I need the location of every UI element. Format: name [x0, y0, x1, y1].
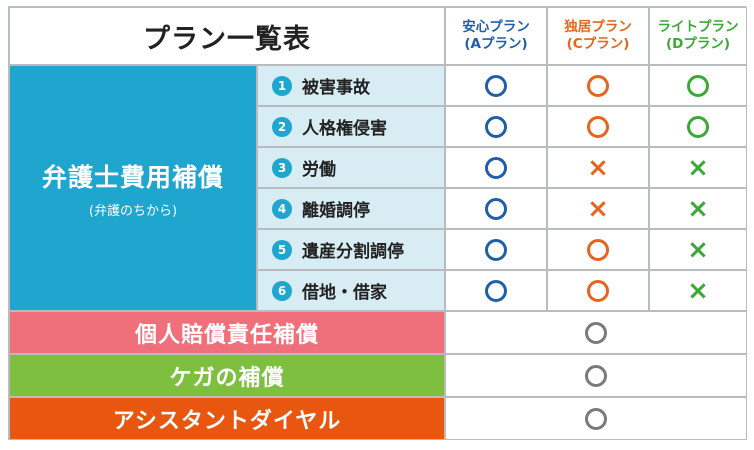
plan-mark-cell: ×	[547, 188, 649, 229]
plan-c-code: (Cプラン)	[566, 36, 630, 52]
covered-circle-icon	[485, 238, 507, 261]
item-number-badge: 2	[272, 116, 292, 137]
covered-circle-icon	[587, 279, 609, 302]
item-number-badge: 4	[272, 198, 292, 219]
plan-mark-cell	[547, 65, 649, 106]
plan-mark-cell: ×	[649, 147, 747, 188]
covered-circle-icon	[485, 115, 507, 138]
item-label: 労働	[302, 160, 336, 180]
plan-mark-cell	[445, 229, 547, 270]
coverage-item: 3 労働	[257, 147, 445, 188]
plan-mark-cell	[445, 65, 547, 106]
item-number-badge: 6	[272, 280, 292, 301]
page-title: プラン一覧表	[9, 7, 445, 65]
item-number-badge: 1	[272, 75, 292, 96]
item-label: 人格権侵害	[302, 119, 387, 139]
covered-circle-icon	[485, 156, 507, 179]
plan-mark-cell	[547, 106, 649, 147]
plan-c-name: 独居プラン	[564, 19, 632, 35]
covered-circle-icon	[587, 238, 609, 261]
plan-mark-cell: ×	[649, 270, 747, 311]
coverage-band-label: ケガの補償	[9, 354, 445, 397]
coverage-item: 1 被害事故	[257, 65, 445, 106]
coverage-item: 4 離婚調停	[257, 188, 445, 229]
category-subtitle: (弁護のちから)	[88, 203, 178, 219]
category-title: 弁護士費用補償	[41, 162, 224, 192]
coverage-item: 5 遺産分割調停	[257, 229, 445, 270]
coverage-band-label: 個人賠償責任補償	[9, 311, 445, 354]
not-covered-cross-icon: ×	[687, 193, 709, 224]
covered-circle-icon	[585, 407, 607, 430]
item-label: 遺産分割調停	[302, 242, 404, 262]
not-covered-cross-icon: ×	[687, 234, 709, 265]
covered-circle-icon	[587, 74, 609, 97]
covered-circle-icon	[485, 279, 507, 302]
not-covered-cross-icon: ×	[687, 275, 709, 306]
plan-mark-cell	[649, 106, 747, 147]
all-plans-mark-cell	[445, 311, 747, 354]
not-covered-cross-icon: ×	[587, 193, 609, 224]
coverage-band-label: アシスタントダイヤル	[9, 397, 445, 440]
coverage-item: 2 人格権侵害	[257, 106, 445, 147]
plan-header-c: 独居プラン (Cプラン)	[547, 7, 649, 65]
plan-mark-cell	[445, 270, 547, 311]
all-plans-mark-cell	[445, 397, 747, 440]
plan-a-code: (Aプラン)	[464, 36, 528, 52]
covered-circle-icon	[485, 197, 507, 220]
item-number-badge: 3	[272, 157, 292, 178]
covered-circle-icon	[687, 74, 709, 97]
covered-circle-icon	[687, 115, 709, 138]
category-legal-cost: 弁護士費用補償 (弁護のちから)	[9, 65, 257, 311]
plan-mark-cell	[445, 106, 547, 147]
plan-mark-cell	[445, 188, 547, 229]
plan-header-d: ライトプラン (Dプラン)	[649, 7, 747, 65]
item-number-badge: 5	[272, 239, 292, 260]
plan-mark-cell	[649, 65, 747, 106]
plan-header-a: 安心プラン (Aプラン)	[445, 7, 547, 65]
covered-circle-icon	[585, 321, 607, 344]
plan-table: プラン一覧表 安心プラン (Aプラン) 独居プラン (Cプラン) ライトプラン …	[8, 6, 747, 440]
not-covered-cross-icon: ×	[687, 152, 709, 183]
item-label: 借地・借家	[302, 283, 387, 303]
covered-circle-icon	[585, 364, 607, 387]
plan-mark-cell: ×	[649, 229, 747, 270]
plan-mark-cell	[445, 147, 547, 188]
plan-mark-cell: ×	[649, 188, 747, 229]
plan-mark-cell	[547, 270, 649, 311]
coverage-item: 6 借地・借家	[257, 270, 445, 311]
plan-a-name: 安心プラン	[462, 19, 530, 35]
plan-d-code: (Dプラン)	[665, 36, 731, 52]
covered-circle-icon	[587, 115, 609, 138]
all-plans-mark-cell	[445, 354, 747, 397]
plan-mark-cell: ×	[547, 147, 649, 188]
item-label: 被害事故	[302, 78, 370, 98]
covered-circle-icon	[485, 74, 507, 97]
not-covered-cross-icon: ×	[587, 152, 609, 183]
plan-mark-cell	[547, 229, 649, 270]
plan-d-name: ライトプラン	[657, 19, 739, 35]
item-label: 離婚調停	[302, 201, 370, 221]
